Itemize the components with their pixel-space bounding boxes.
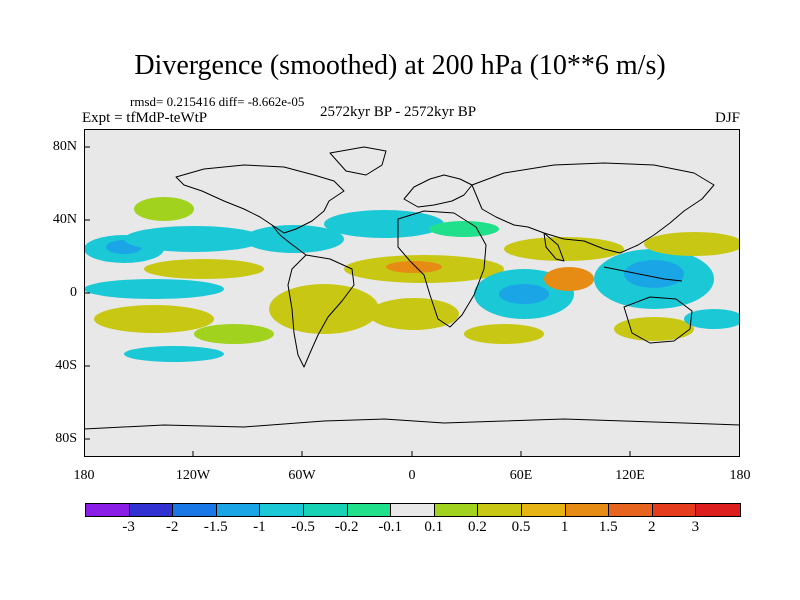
patch-east-asia-olive [644, 232, 740, 256]
x-label-120w: 120W [175, 468, 211, 483]
coast-greenland [329, 146, 387, 176]
coast-australia [623, 296, 693, 344]
colorbar-label: -1 [253, 519, 266, 535]
y-label-40s: 40S [55, 358, 77, 373]
colorbar-swatch [478, 504, 522, 516]
colorbar-label: 1.5 [598, 519, 618, 535]
colorbar-swatch [565, 504, 610, 516]
coast-africa [397, 210, 487, 328]
experiment-label: Expt = tfMdP-teWtP [82, 110, 208, 126]
y-label-40n: 40N [52, 212, 77, 227]
colorbar-swatch [696, 504, 740, 516]
colorbar-swatch [216, 504, 261, 516]
patch-central-america-blue [244, 225, 344, 253]
patch-north-atlantic-blue [324, 210, 444, 238]
divergence-map [84, 129, 740, 457]
season-label: DJF [714, 110, 740, 126]
colorbar-label: -0.5 [291, 519, 315, 535]
coast-south-america [287, 254, 355, 368]
x-label-60e: 60E [509, 468, 533, 483]
x-label-120e: 120E [615, 468, 645, 483]
map-ticks [84, 146, 631, 457]
patch-north-pacific-green [134, 197, 194, 221]
colorbar-label: 1 [560, 519, 569, 535]
colorbar-label: 0.2 [468, 519, 487, 535]
colorbar-swatch [521, 504, 566, 516]
patch-north-africa-green [429, 221, 499, 237]
colorbar-swatch [347, 504, 392, 516]
x-label-0: 0 [408, 468, 416, 483]
colorbar-label: 2 [648, 519, 656, 535]
patch-atlantic-orange [386, 261, 442, 273]
stats-label: rmsd= 0.215416 diff= -8.662e-05 [130, 94, 305, 109]
colorbar-label: -2 [165, 519, 179, 535]
period-label: 2572kyr BP - 2572kyr BP [320, 104, 477, 120]
colorbar-swatch [260, 504, 304, 516]
y-label-0: 0 [70, 285, 77, 300]
colorbar [85, 503, 741, 517]
patch-indian-blue-core [499, 284, 549, 304]
colorbar-label: -0.1 [378, 519, 403, 535]
x-label-180e: 180 [729, 468, 751, 483]
y-label-80n: 80N [52, 139, 77, 154]
coast-asia [471, 162, 715, 254]
coastlines [84, 146, 740, 430]
colorbar-label: -0.2 [334, 519, 359, 535]
patch-south-america-olive [269, 284, 379, 334]
coast-india [543, 232, 565, 262]
patch-south-atlantic-olive [369, 298, 459, 330]
colorbar-label: -1.5 [203, 519, 228, 535]
colorbar-swatch [86, 504, 130, 516]
coast-north-america [175, 164, 345, 234]
patch-australia-light [684, 309, 740, 329]
patch-australia-olive [614, 317, 694, 341]
colorbar-swatch [391, 504, 435, 516]
patch-asia-olive [504, 237, 624, 261]
colorbar-label: -3 [122, 519, 135, 535]
patch-west-pacific-blue-core [624, 260, 684, 288]
x-label-60w: 60W [288, 468, 316, 483]
colorbar-swatch [129, 504, 174, 516]
coast-antarctica [84, 418, 740, 430]
colorbar-swatch [303, 504, 348, 516]
colorbar-swatch [609, 504, 653, 516]
map-title: Divergence (smoothed) at 200 hPa (10**6 … [134, 50, 666, 81]
patch-south-indian-olive [464, 324, 544, 344]
divergence-field [84, 197, 740, 362]
y-label-80s: 80S [55, 431, 77, 446]
colorbar-label: 0.1 [424, 519, 444, 535]
x-label-180w: 180 [73, 468, 95, 483]
patch-asia-orange [544, 267, 594, 291]
patch-pacific-olive [144, 259, 264, 279]
coast-indonesia [603, 266, 683, 282]
colorbar-swatch [434, 504, 479, 516]
colorbar-swatch [173, 504, 217, 516]
coast-central-america [271, 224, 307, 256]
patch-south-pacific-olive [94, 305, 214, 333]
colorbar-label: 0.5 [511, 519, 531, 535]
patch-north-pacific-blue [124, 226, 264, 252]
colorbar-label: 3 [691, 519, 700, 535]
patch-south-pacific-blue [124, 346, 224, 362]
patch-pacific-light [84, 279, 224, 299]
colorbar-swatch [652, 504, 697, 516]
patch-south-pacific-green [194, 324, 274, 344]
